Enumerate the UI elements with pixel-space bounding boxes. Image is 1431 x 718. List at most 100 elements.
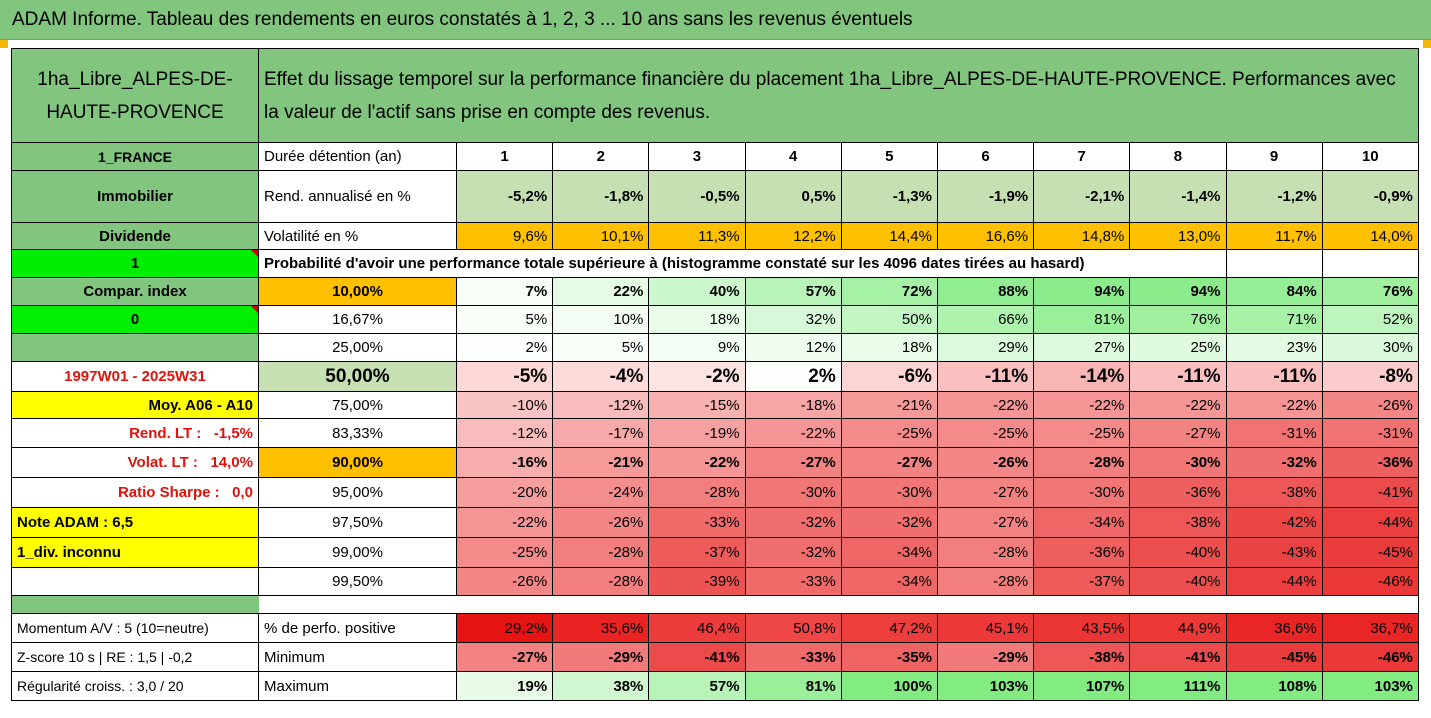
quantile-value-cell[interactable]: -21% [552, 447, 650, 478]
quantile-value-cell[interactable]: 25% [1129, 333, 1227, 362]
quantile-value-cell[interactable]: -28% [552, 567, 650, 596]
vol-label-cell[interactable]: Volatilité en % [258, 222, 457, 250]
empty-cell[interactable] [11, 567, 259, 596]
sharpe-cell[interactable]: Ratio Sharpe : 0,0 [11, 477, 259, 508]
rend-cell[interactable]: -0,9% [1321, 170, 1419, 223]
quantile-value-cell[interactable]: -11% [936, 361, 1035, 392]
quantile-value-cell[interactable]: -22% [455, 507, 554, 538]
quantile-value-cell[interactable]: 18% [840, 333, 938, 362]
quantile-value-cell[interactable]: -40% [1129, 537, 1227, 568]
min-cell[interactable]: -38% [1033, 642, 1131, 672]
year-header-cell[interactable]: 1 [455, 142, 554, 171]
vol-cell[interactable]: 14,8% [1033, 222, 1131, 250]
quantile-value-cell[interactable]: 27% [1033, 333, 1131, 362]
quantile-value-cell[interactable]: -11% [1129, 361, 1227, 392]
empty-green-cell[interactable] [11, 333, 259, 362]
quantile-value-cell[interactable]: 18% [648, 305, 746, 334]
quantile-value-cell[interactable]: -44% [1321, 507, 1419, 538]
quantile-value-cell[interactable]: -12% [455, 418, 554, 448]
perf-pos-cell[interactable]: 45,1% [936, 613, 1035, 643]
empty-cell[interactable] [1321, 249, 1419, 278]
quantile-value-cell[interactable]: -31% [1321, 418, 1419, 448]
quantile-value-cell[interactable]: -8% [1321, 361, 1419, 392]
year-header-cell[interactable]: 2 [552, 142, 650, 171]
quantile-value-cell[interactable]: -28% [1033, 447, 1131, 478]
quantile-label-cell[interactable]: 90,00% [258, 447, 457, 478]
quantile-value-cell[interactable]: -21% [840, 391, 938, 419]
rend-cell[interactable]: -1,4% [1129, 170, 1227, 223]
max-cell[interactable]: 108% [1225, 671, 1323, 701]
max-label-cell[interactable]: Maximum [258, 671, 457, 701]
quantile-value-cell[interactable]: -5% [455, 361, 554, 392]
quantile-label-cell[interactable]: 16,67% [258, 305, 457, 334]
perf-pos-cell[interactable]: 29,2% [455, 613, 554, 643]
quantile-value-cell[interactable]: -26% [552, 507, 650, 538]
quantile-value-cell[interactable]: -32% [1225, 447, 1323, 478]
quantile-value-cell[interactable]: -26% [1321, 391, 1419, 419]
quantile-value-cell[interactable]: -22% [1033, 391, 1131, 419]
duree-label-cell[interactable]: Durée détention (an) [258, 142, 457, 171]
quantile-value-cell[interactable]: 81% [1033, 305, 1131, 334]
asset-name-cell[interactable]: 1ha_Libre_ALPES-DE-HAUTE-PROVENCE [11, 48, 259, 143]
year-header-cell[interactable]: 4 [744, 142, 842, 171]
quantile-value-cell[interactable]: 52% [1321, 305, 1419, 334]
momentum-cell[interactable]: Momentum A/V : 5 (10=neutre) [11, 613, 259, 643]
vol-cell[interactable]: 12,2% [744, 222, 842, 250]
description-cell[interactable]: Effet du lissage temporel sur la perform… [258, 48, 1419, 143]
quantile-value-cell[interactable]: -27% [1129, 418, 1227, 448]
quantile-value-cell[interactable]: -19% [648, 418, 746, 448]
quantile-label-cell[interactable]: 50,00% [258, 361, 457, 392]
rend-cell[interactable]: -0,5% [648, 170, 746, 223]
quantile-value-cell[interactable]: -27% [936, 477, 1035, 508]
quantile-value-cell[interactable]: -22% [1225, 391, 1323, 419]
quantile-value-cell[interactable]: -27% [744, 447, 842, 478]
quantile-value-cell[interactable]: -38% [1225, 477, 1323, 508]
quantile-value-cell[interactable]: -37% [648, 537, 746, 568]
perf-pos-cell[interactable]: 46,4% [648, 613, 746, 643]
vol-cell[interactable]: 14,0% [1321, 222, 1419, 250]
quantile-value-cell[interactable]: -36% [1129, 477, 1227, 508]
quantile-value-cell[interactable]: 7% [455, 277, 554, 306]
quantile-label-cell[interactable]: 95,00% [258, 477, 457, 508]
quantile-value-cell[interactable]: -20% [455, 477, 554, 508]
vol-cell[interactable]: 11,3% [648, 222, 746, 250]
rend-lt-cell[interactable]: Rend. LT : -1,5% [11, 418, 259, 448]
quantile-value-cell[interactable]: -27% [840, 447, 938, 478]
perf-pos-cell[interactable]: 43,5% [1033, 613, 1131, 643]
dividende-label-cell[interactable]: Dividende [11, 222, 259, 250]
quantile-value-cell[interactable]: 30% [1321, 333, 1419, 362]
div-cell[interactable]: 1_div. inconnu [11, 537, 259, 568]
quantile-label-cell[interactable]: 99,50% [258, 567, 457, 596]
perf-pos-cell[interactable]: 44,9% [1129, 613, 1227, 643]
probability-header-cell[interactable]: Probabilité d'avoir une performance tota… [258, 249, 1227, 278]
min-cell[interactable]: -46% [1321, 642, 1419, 672]
year-header-cell[interactable]: 9 [1225, 142, 1323, 171]
max-cell[interactable]: 103% [936, 671, 1035, 701]
quantile-value-cell[interactable]: -32% [744, 507, 842, 538]
max-cell[interactable]: 103% [1321, 671, 1419, 701]
quantile-value-cell[interactable]: -33% [744, 567, 842, 596]
quantile-value-cell[interactable]: 5% [552, 333, 650, 362]
vol-cell[interactable]: 11,7% [1225, 222, 1323, 250]
quantile-value-cell[interactable]: 10% [552, 305, 650, 334]
moy-cell[interactable]: Moy. A06 - A10 [11, 391, 259, 419]
regularite-cell[interactable]: Régularité croiss. : 3,0 / 20 [11, 671, 259, 701]
quantile-value-cell[interactable]: -10% [455, 391, 554, 419]
max-cell[interactable]: 81% [744, 671, 842, 701]
perf-pos-cell[interactable]: 35,6% [552, 613, 650, 643]
quantile-value-cell[interactable]: -26% [455, 567, 554, 596]
quantile-value-cell[interactable]: -46% [1321, 567, 1419, 596]
quantile-value-cell[interactable]: 84% [1225, 277, 1323, 306]
compar-index-label-cell[interactable]: Compar. index [11, 277, 259, 306]
max-cell[interactable]: 111% [1129, 671, 1227, 701]
year-header-cell[interactable]: 7 [1033, 142, 1131, 171]
min-cell[interactable]: -27% [455, 642, 554, 672]
min-cell[interactable]: -29% [936, 642, 1035, 672]
year-header-cell[interactable]: 10 [1321, 142, 1419, 171]
quantile-value-cell[interactable]: -25% [455, 537, 554, 568]
quantile-value-cell[interactable]: -34% [1033, 507, 1131, 538]
quantile-value-cell[interactable]: 29% [936, 333, 1035, 362]
quantile-value-cell[interactable]: 88% [936, 277, 1035, 306]
quantile-value-cell[interactable]: -45% [1321, 537, 1419, 568]
quantile-value-cell[interactable]: -44% [1225, 567, 1323, 596]
